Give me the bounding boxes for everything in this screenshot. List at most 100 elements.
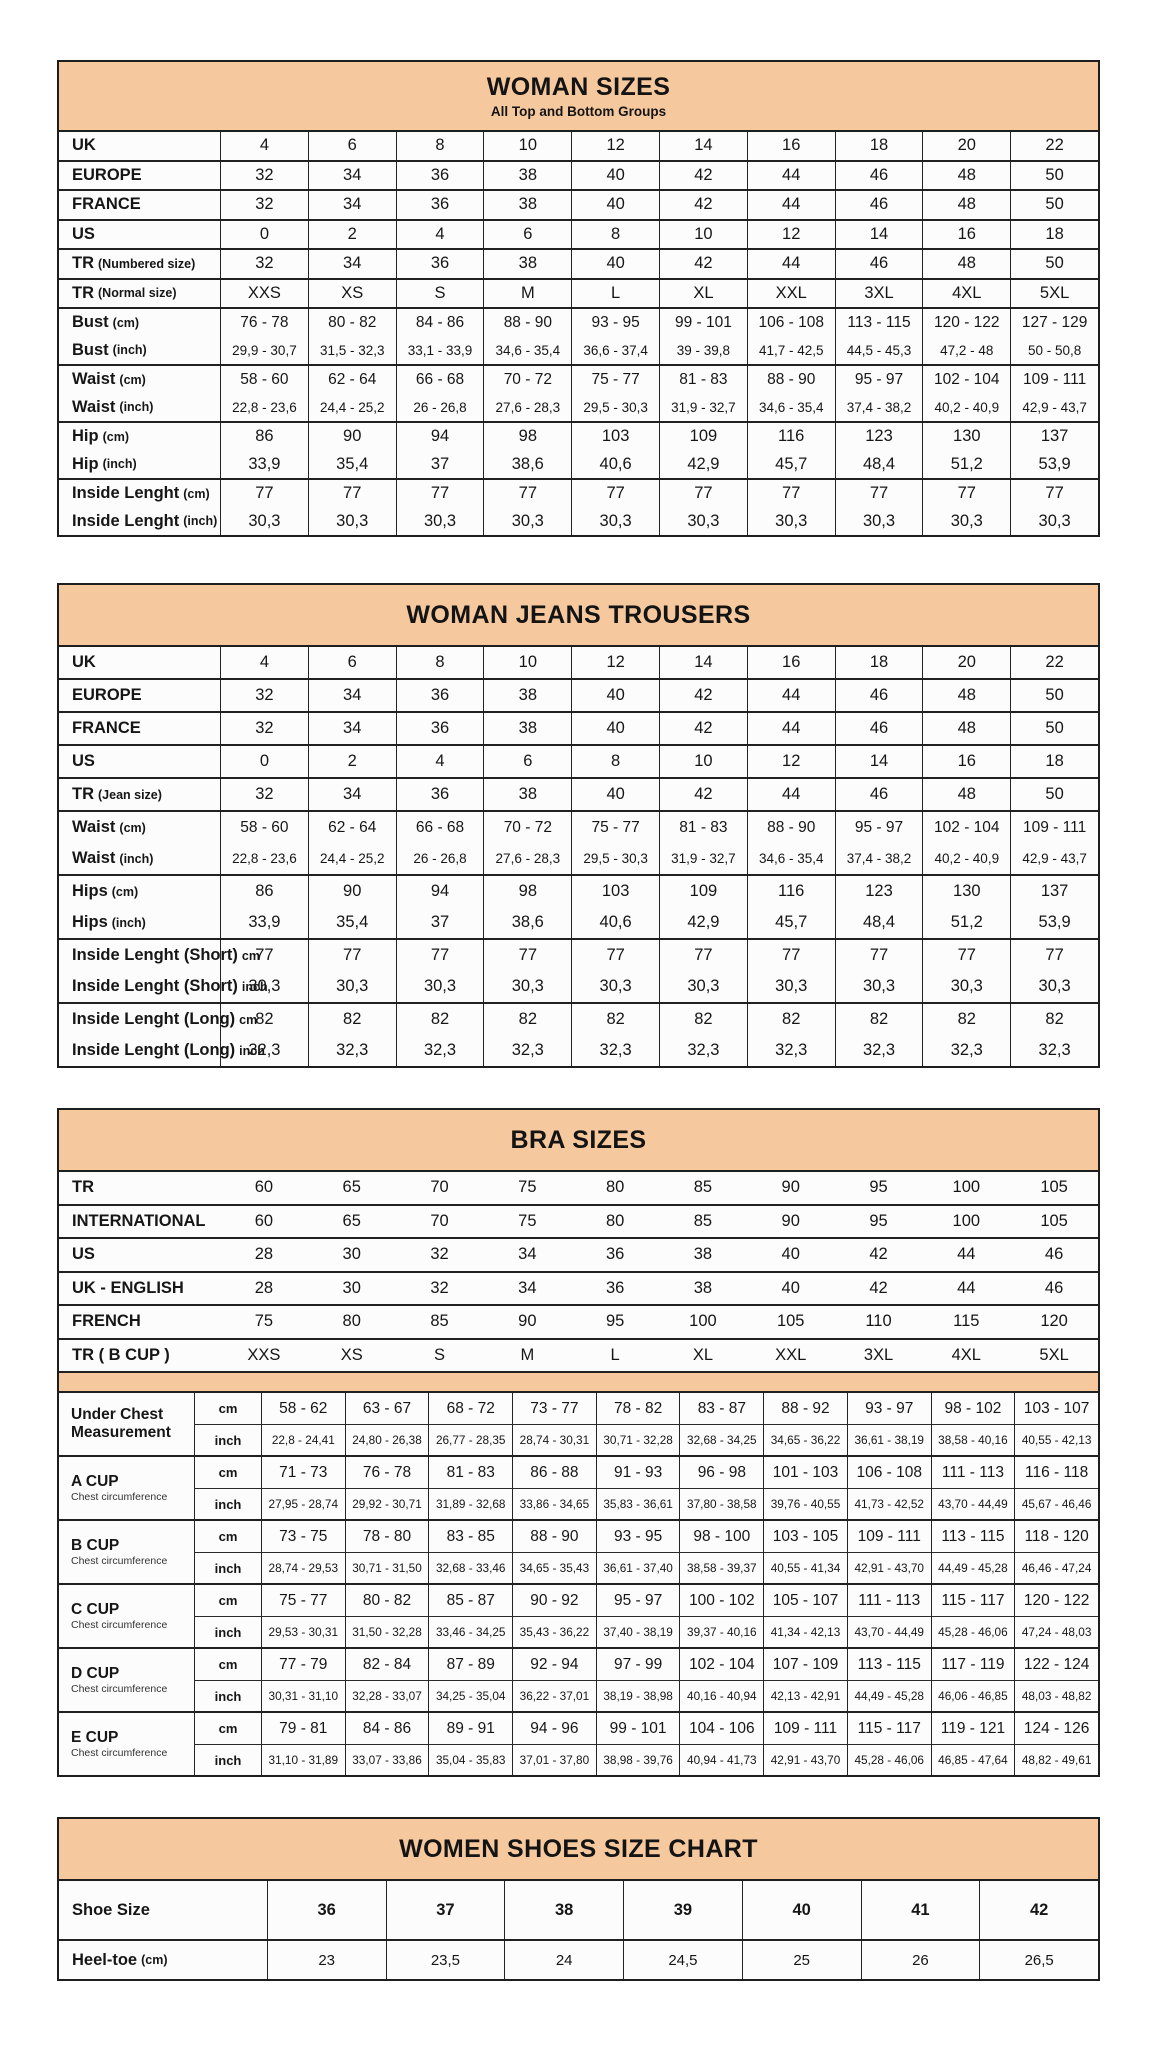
size-cell: 31,89 - 32,68 <box>428 1489 512 1519</box>
size-cell: 48,4 <box>834 450 923 478</box>
size-cell: 109 - 111 <box>763 1713 847 1744</box>
row-label-text: FRANCE <box>72 195 141 214</box>
row-label-text: Hip <box>72 454 99 473</box>
size-cell: 90 <box>307 876 396 907</box>
unit-label: cm <box>194 1585 261 1616</box>
size-cell: 26,77 - 28,35 <box>428 1425 512 1455</box>
size-cell: 16 <box>922 746 1010 777</box>
size-cell: 28 <box>254 1245 274 1264</box>
size-cell: 111 - 113 <box>846 1585 931 1616</box>
size-cell: 40,6 <box>571 907 659 938</box>
size-cell: 34,6 - 35,4 <box>746 393 835 421</box>
size-cell: 31,50 - 32,28 <box>344 1617 429 1647</box>
size-cell: 36 <box>395 713 484 744</box>
size-cell: 48 <box>922 713 1010 744</box>
size-cell: 38,6 <box>483 450 571 478</box>
size-cell: 60 <box>254 1211 274 1230</box>
row-label: INTERNATIONAL <box>59 1206 220 1238</box>
cup-row-group: Under Chest Measurement cm 58 - 62 63 - 67 6… <box>59 1391 1098 1455</box>
table-row: Inside Lenght (Short) cm 77 77 77 77 77 77 77 77 7… <box>59 940 1098 971</box>
size-cell: 85 <box>693 1211 713 1230</box>
table-row: Waist (cm) 58 - 60 62 - 64 66 - 68 70 - 72 75 … <box>59 812 1098 843</box>
row-label-note: (cm) <box>119 372 146 387</box>
size-cell: 77 <box>395 480 484 508</box>
row-label-text: Waist <box>72 397 116 416</box>
row-label-text: Shoe Size <box>72 1900 150 1919</box>
size-cell: 42 <box>659 779 747 810</box>
size-cell: 73 - 75 <box>260 1521 345 1552</box>
size-cell: 53,9 <box>1010 907 1098 938</box>
size-cell: 23,5 <box>385 1941 505 1979</box>
size-cell: 82 <box>571 1004 659 1035</box>
size-cell: 53,9 <box>1010 450 1098 478</box>
size-cell: 94 <box>395 423 484 451</box>
row-label: Hips (cm) <box>59 876 220 907</box>
size-cell: 32,3 <box>659 1035 747 1066</box>
size-cell: 46 <box>834 680 923 711</box>
row-group: FRANCE 32 34 36 38 40 42 44 46 48 50 <box>59 711 1098 744</box>
size-cell: 38 <box>693 1245 713 1264</box>
size-cell: 106 - 108 <box>746 309 835 337</box>
size-cell: 29,53 - 30,31 <box>260 1617 345 1647</box>
size-cell: 82 <box>746 1004 835 1035</box>
size-cell: 30,3 <box>483 971 571 1002</box>
size-cell: 51,2 <box>922 450 1010 478</box>
size-cell: 50 - 50,8 <box>1010 336 1098 364</box>
row-label-text: Hip <box>72 427 99 446</box>
table-subtitle: All Top and Bottom Groups <box>490 104 667 119</box>
size-cell: 6 <box>483 746 571 777</box>
row-label: Hip (cm) <box>59 423 220 451</box>
row-label-text: Heel-toe <box>72 1950 138 1969</box>
size-cell: 98 - 102 <box>930 1393 1015 1424</box>
row-label-note: (inch) <box>112 343 147 358</box>
size-cell: 50 <box>1010 191 1098 219</box>
size-cell: 66 - 68 <box>395 366 484 394</box>
size-cell: 30,3 <box>746 971 835 1002</box>
size-cell: 40 <box>571 779 659 810</box>
size-cell: 37,80 - 38,58 <box>679 1489 763 1519</box>
table-row: TR (Numbered size) 32 34 36 38 40 42 44 46 48 50 <box>59 250 1098 278</box>
size-cell: 41 <box>860 1881 980 1939</box>
row-group: Hips (cm) 86 90 94 98 103 109 116 123 130 137 Hips (i… <box>59 874 1098 938</box>
row-label-text: Hips <box>72 882 108 900</box>
row-group: TR 60 65 70 75 80 85 90 95 100 105 <box>59 1172 1098 1204</box>
jeans-trousers-header-band: WOMAN JEANS TROUSERS <box>59 585 1098 647</box>
size-cell: 77 <box>834 940 923 971</box>
size-cell: 51,2 <box>922 907 1010 938</box>
size-cell: 103 <box>571 876 659 907</box>
size-cell: 30,3 <box>395 971 484 1002</box>
size-cell: 38 <box>483 713 571 744</box>
size-cell: 62 - 64 <box>307 812 396 843</box>
size-cell: 38 <box>483 779 571 810</box>
size-cell: 86 <box>220 876 308 907</box>
row-label: A CUP Chest circumference <box>59 1457 194 1519</box>
size-cell: 38,6 <box>483 907 571 938</box>
table-row: FRENCH 75 80 85 90 95 100 105 110 115 120 <box>59 1306 1098 1338</box>
size-cell: 94 <box>395 876 484 907</box>
size-cell: 20 <box>922 647 1010 678</box>
size-cell: 35,4 <box>307 450 396 478</box>
size-cell: 36 <box>605 1278 625 1297</box>
size-cell: 77 <box>1010 940 1098 971</box>
size-cell: 77 <box>220 480 308 508</box>
size-cell: 90 <box>781 1211 800 1230</box>
size-cell: 77 <box>483 940 571 971</box>
row-label-text: Inside Lenght (Short) <box>72 946 238 964</box>
size-cell: 120 <box>1040 1312 1068 1331</box>
size-cell: 44 <box>957 1278 976 1297</box>
size-cell: 4XL <box>951 1345 981 1364</box>
size-cell: 32 <box>220 191 308 219</box>
size-cell: 77 <box>307 940 396 971</box>
size-cell: 34 <box>307 191 396 219</box>
size-cell: 29,92 - 30,71 <box>344 1489 429 1519</box>
cup-measure-rows: cm 73 - 75 78 - 80 83 - 85 88 - 90 93 - 95 98 … <box>194 1521 1098 1583</box>
size-cell: 44 <box>746 713 835 744</box>
size-cell: 58 - 60 <box>220 812 308 843</box>
size-cell: 46,85 - 47,64 <box>930 1745 1015 1775</box>
size-cell: 40,55 - 42,13 <box>1014 1425 1098 1455</box>
cup-row-group: A CUP Chest circumference cm 71 - 73 76 - 78… <box>59 1455 1098 1519</box>
row-label: Hip (inch) <box>59 451 220 479</box>
size-cell: 39 - 39,8 <box>659 336 747 364</box>
size-cell: 123 <box>834 423 923 451</box>
table-row: Inside Lenght (inch) 30,3 30,3 30,3 30,3 30,3 3… <box>59 507 1098 535</box>
